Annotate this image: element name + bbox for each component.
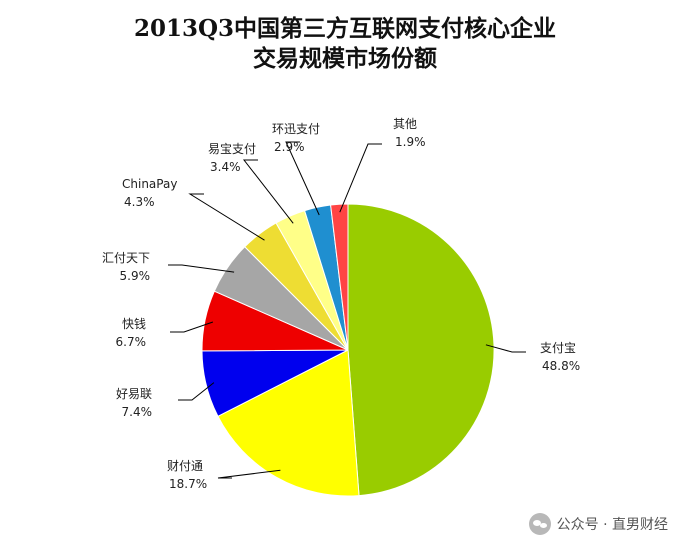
slice-label-0: 支付宝 bbox=[540, 341, 576, 355]
chart-subtitle: 交易规模市场份额 bbox=[253, 45, 437, 72]
slice-label-2: 好易联 bbox=[116, 387, 152, 401]
slice-value-3: 6.7% bbox=[116, 335, 147, 349]
slice-label-5: ChinaPay bbox=[122, 177, 177, 191]
watermark-text: 公众号 · 直男财经 bbox=[556, 517, 668, 533]
slice-label-6: 易宝支付 bbox=[208, 142, 256, 156]
slice-value-7: 2.9% bbox=[274, 140, 305, 154]
leader-line-2 bbox=[178, 382, 215, 401]
leader-line-7 bbox=[285, 141, 320, 216]
pie-slice-8 bbox=[330, 203, 349, 351]
slice-value-4: 5.9% bbox=[120, 269, 151, 283]
pie-slice-0 bbox=[347, 203, 495, 497]
slice-value-6: 3.4% bbox=[210, 160, 241, 174]
wechat-icon bbox=[528, 513, 551, 535]
slice-label-1: 财付通 bbox=[167, 459, 203, 473]
leader-line-1 bbox=[217, 469, 281, 479]
leader-line-0 bbox=[485, 344, 526, 353]
leader-line-4 bbox=[168, 264, 235, 273]
slice-value-1: 18.7% bbox=[169, 477, 207, 491]
slice-value-8: 1.9% bbox=[395, 135, 426, 149]
leader-line-6 bbox=[242, 159, 294, 224]
slice-value-2: 7.4% bbox=[122, 405, 153, 419]
slice-label-7: 环迅支付 bbox=[272, 122, 320, 136]
leader-line-5 bbox=[188, 193, 265, 241]
slice-label-4: 汇付天下 bbox=[102, 251, 150, 265]
pie-slice-1 bbox=[217, 349, 360, 497]
chart-title: 2013Q3中国第三方互联网支付核心企业 bbox=[133, 15, 557, 42]
chart-title-block: 2013Q3中国第三方互联网支付核心企业 交易规模市场份额 bbox=[0, 14, 690, 74]
leader-line-3 bbox=[170, 321, 214, 333]
slice-value-5: 4.3% bbox=[124, 195, 155, 209]
slice-label-8: 其他 bbox=[393, 117, 417, 131]
slice-label-3: 快钱 bbox=[122, 316, 146, 331]
watermark: 公众号 · 直男财经 bbox=[528, 513, 668, 535]
slice-value-0: 48.8% bbox=[542, 359, 580, 373]
leader-line-8 bbox=[339, 143, 382, 213]
